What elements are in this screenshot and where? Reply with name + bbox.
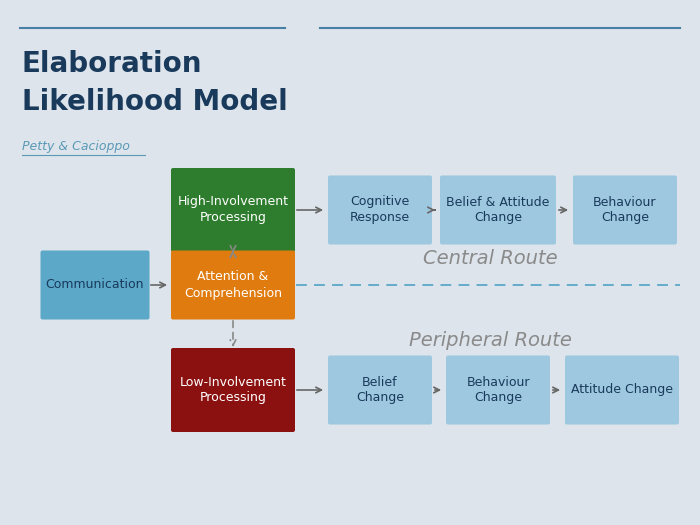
Text: Belief
Change: Belief Change [356,375,404,404]
FancyBboxPatch shape [328,175,432,245]
Text: Communication: Communication [46,278,144,291]
Text: Petty & Cacioppo: Petty & Cacioppo [22,140,130,153]
Text: Central Route: Central Route [423,248,557,268]
Text: High-Involvement
Processing: High-Involvement Processing [178,195,288,225]
FancyBboxPatch shape [446,355,550,425]
FancyBboxPatch shape [440,175,556,245]
Text: Cognitive
Response: Cognitive Response [350,195,410,225]
FancyBboxPatch shape [171,168,295,252]
Text: Likelihood Model: Likelihood Model [22,88,288,116]
Text: Peripheral Route: Peripheral Route [409,331,571,350]
FancyBboxPatch shape [41,250,150,320]
Text: Low-Involvement
Processing: Low-Involvement Processing [180,375,286,404]
Text: Elaboration: Elaboration [22,50,202,78]
FancyBboxPatch shape [565,355,679,425]
Text: Attitude Change: Attitude Change [571,383,673,396]
Text: Behaviour
Change: Behaviour Change [466,375,530,404]
Text: Behaviour
Change: Behaviour Change [594,195,657,225]
FancyBboxPatch shape [171,250,295,320]
Text: Attention &
Comprehension: Attention & Comprehension [184,270,282,299]
FancyBboxPatch shape [573,175,677,245]
FancyBboxPatch shape [171,348,295,432]
FancyBboxPatch shape [328,355,432,425]
Text: Belief & Attitude
Change: Belief & Attitude Change [447,195,550,225]
